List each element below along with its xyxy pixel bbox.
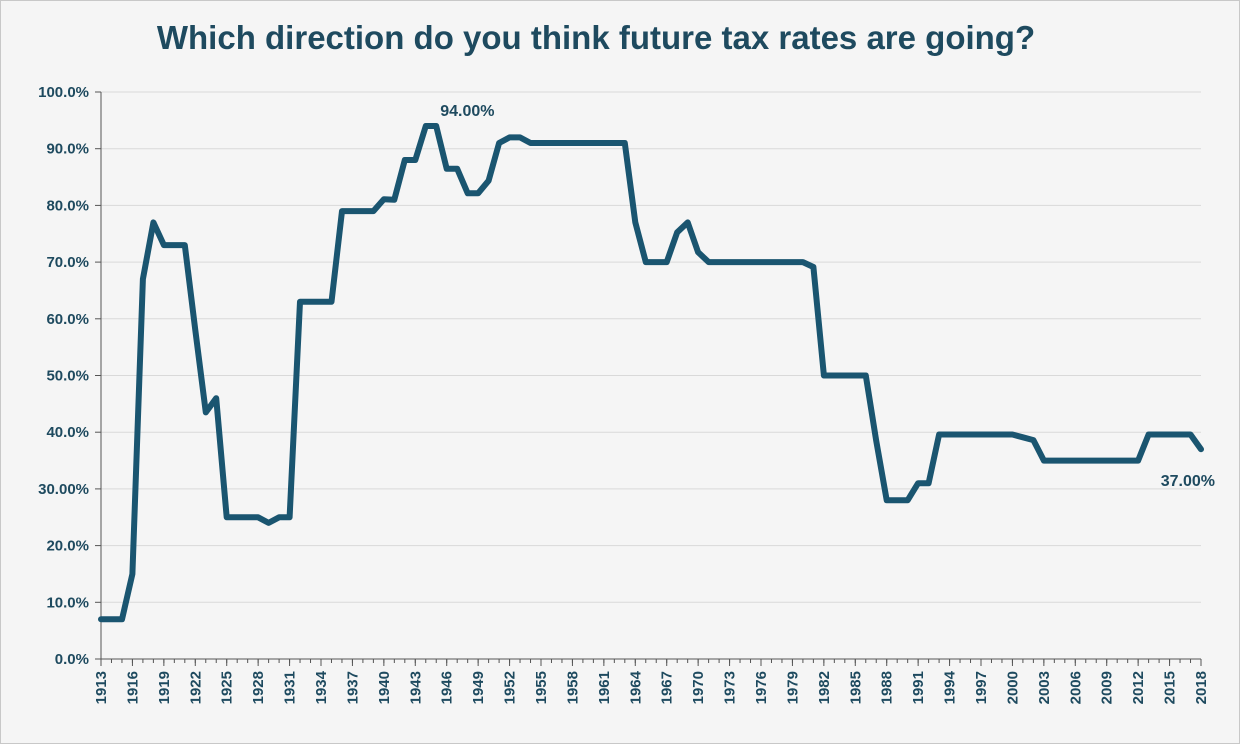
x-tick-label: 1961	[596, 671, 613, 704]
y-tick-label: 80.0%	[46, 197, 89, 214]
y-tick-label: 100.0%	[38, 84, 89, 101]
x-tick-label: 1952	[502, 671, 519, 704]
y-tick-label: 90.0%	[46, 141, 89, 158]
x-tick-label: 1997	[973, 671, 990, 704]
x-tick-label: 1991	[910, 671, 927, 704]
x-tick-label: 1982	[816, 671, 833, 704]
x-tick-label: 1943	[407, 671, 424, 704]
data-label-latest: 37.00%	[1161, 473, 1215, 490]
x-tick-label: 1931	[282, 671, 299, 704]
x-tick-label: 1979	[784, 671, 801, 704]
x-tick-label: 1964	[627, 670, 644, 704]
x-tick-label: 1958	[564, 671, 581, 704]
y-tick-label: 30.00%	[38, 481, 89, 498]
x-tick-label: 1913	[93, 671, 110, 704]
x-tick-label: 1967	[659, 671, 676, 704]
x-tick-label: 2006	[1067, 671, 1084, 704]
x-tick-label: 2012	[1130, 671, 1147, 704]
data-label-peak: 94.00%	[440, 103, 494, 120]
x-tick-label: 1988	[879, 671, 896, 704]
y-tick-label: 50.0%	[46, 368, 89, 385]
y-tick-label: 0.0%	[55, 651, 89, 668]
x-tick-label: 2003	[1036, 671, 1053, 704]
y-tick-label: 10.0%	[46, 594, 89, 611]
x-tick-label: 1985	[847, 671, 864, 704]
y-tick-label: 70.0%	[46, 254, 89, 271]
x-tick-label: 1994	[942, 670, 959, 704]
x-tick-label: 1973	[722, 671, 739, 704]
x-tick-label: 1937	[344, 671, 361, 704]
x-tick-label: 2015	[1162, 671, 1179, 704]
x-tick-label: 1946	[439, 671, 456, 704]
series-line-top-tax-rate	[98, 123, 1204, 623]
x-tick-label: 1949	[470, 671, 487, 704]
x-tick-label: 1916	[124, 671, 141, 704]
y-tick-label: 60.0%	[46, 311, 89, 328]
chart-title: Which direction do you think future tax …	[156, 19, 1036, 56]
x-tick-label: 1976	[753, 671, 770, 704]
x-tick-label: 1970	[690, 671, 707, 704]
x-tick-label: 1922	[187, 671, 204, 704]
y-tick-label: 20.0%	[46, 538, 89, 555]
y-tick-label: 40.0%	[46, 424, 89, 441]
x-tick-label: 2009	[1099, 671, 1116, 704]
x-tick-label: 2000	[1004, 671, 1021, 704]
x-tick-label: 1934	[313, 670, 330, 704]
x-tick-label: 2018	[1193, 671, 1210, 704]
x-tick-label: 1925	[219, 671, 236, 704]
x-tick-label: 1919	[156, 671, 173, 704]
x-tick-label: 1955	[533, 671, 550, 704]
x-tick-label: 1928	[250, 671, 267, 704]
x-tick-label: 1940	[376, 671, 393, 704]
